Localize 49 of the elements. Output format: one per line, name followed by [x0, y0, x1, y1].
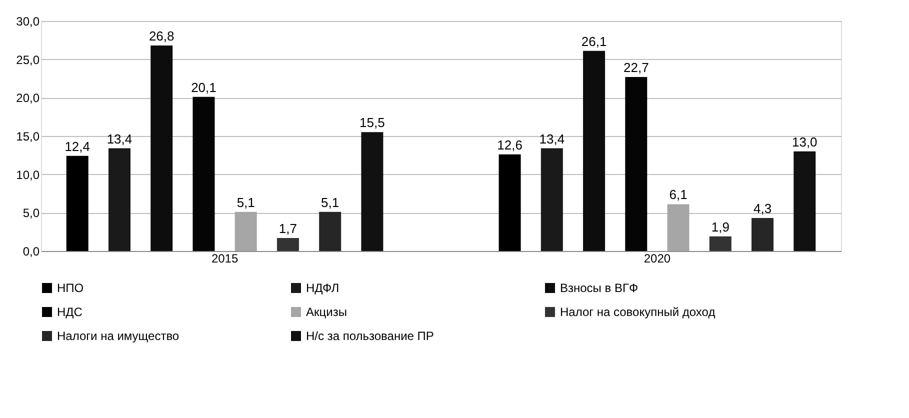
x-tick-label: 2020 — [644, 252, 671, 266]
data-label: 1,7 — [278, 220, 298, 236]
y-tick-label: 25,0 — [16, 52, 40, 67]
y-tick-label: 15,0 — [16, 130, 40, 144]
data-label: 26,8 — [148, 28, 174, 44]
data-label: 12,4 — [64, 138, 90, 154]
legend-label: Налоги на имущество — [57, 329, 180, 343]
bar — [361, 132, 384, 251]
data-label: 13,4 — [539, 131, 565, 146]
y-tick-label: 20,0 — [16, 91, 40, 106]
bar — [709, 236, 732, 251]
y-tick-label: 30,0 — [16, 14, 40, 28]
data-label: 26,1 — [581, 34, 607, 49]
data-label: 5,1 — [321, 194, 340, 210]
data-label: 20,1 — [191, 80, 216, 95]
bar — [752, 218, 774, 251]
bar — [667, 204, 690, 251]
bar — [498, 154, 521, 251]
bar — [583, 50, 606, 251]
bar — [540, 148, 563, 251]
data-label: 5,1 — [236, 194, 255, 210]
bar — [66, 156, 88, 251]
legend-label: НДС — [57, 305, 83, 319]
data-label: 1,9 — [711, 219, 730, 234]
x-tick-label: 2015 — [211, 252, 238, 266]
bar — [319, 212, 342, 251]
bar — [794, 151, 816, 251]
data-label: 6,1 — [669, 187, 688, 202]
legend-label: Акцизы — [306, 305, 347, 319]
bar — [625, 76, 648, 251]
data-label: 13,4 — [106, 131, 132, 146]
data-label: 12,6 — [497, 137, 522, 152]
y-tick-label: 5,0 — [22, 206, 40, 220]
data-label: 4,3 — [753, 201, 772, 216]
legend-label: Н/с за пользование ПР — [306, 329, 434, 343]
legend-label: НПО — [57, 281, 84, 295]
legend-label: Налог на совокупный доход — [560, 305, 716, 319]
y-tick-label: 0,0 — [22, 244, 40, 258]
data-label: 22,7 — [624, 60, 649, 75]
bar — [108, 148, 130, 251]
data-label: 15,5 — [360, 115, 385, 130]
y-tick-label: 10,0 — [16, 168, 40, 182]
legend-label: НДФЛ — [306, 281, 340, 295]
bar — [234, 212, 257, 251]
bar — [150, 46, 173, 251]
bar — [276, 238, 299, 251]
legend-label: Взносы в ВГФ — [560, 281, 638, 295]
data-label: 13,0 — [792, 134, 818, 150]
bar — [192, 96, 215, 251]
